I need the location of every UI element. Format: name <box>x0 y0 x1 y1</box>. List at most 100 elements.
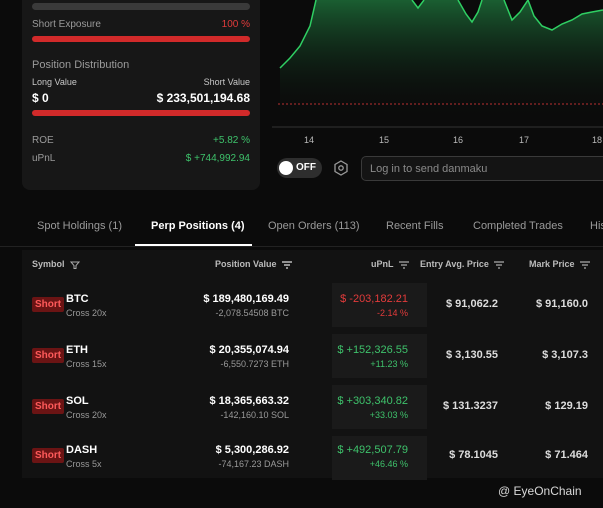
leverage: Cross 20x <box>66 410 107 420</box>
short-value: $ 233,501,194.68 <box>156 91 250 105</box>
side-badge: Short <box>32 399 64 414</box>
position-distribution-bar <box>32 110 250 116</box>
toggle-knob <box>279 161 293 175</box>
toggle-label: OFF <box>296 162 316 173</box>
upnl: $ -203,182.21 <box>340 293 408 305</box>
sort-icon[interactable] <box>282 261 293 269</box>
x-tick: 14 <box>304 135 314 145</box>
header-position-value[interactable]: Position Value <box>215 259 293 269</box>
header-upnl-label: uPnL <box>371 259 394 269</box>
upnl-percent: +11.23 % <box>370 359 408 369</box>
tab-completed-trades[interactable]: Completed Trades <box>473 220 563 232</box>
mark-price: $ 3,107.3 <box>542 349 588 361</box>
position-size: -142,160.10 SOL <box>220 410 289 420</box>
short-exposure-value: 100 % <box>221 19 250 30</box>
upnl-cell <box>332 436 427 480</box>
side-badge: Short <box>32 348 64 363</box>
symbol[interactable]: BTC <box>66 293 89 305</box>
position-distribution-label: Position Distribution <box>32 59 130 71</box>
filter-icon[interactable] <box>70 261 81 269</box>
side-badge: Short <box>32 448 64 463</box>
danmaku-placeholder: Log in to send danmaku <box>370 163 488 175</box>
table-row[interactable]: Short DASH Cross 5x $ 5,300,286.92 -74,1… <box>22 433 603 483</box>
upnl-percent: +33.03 % <box>369 410 408 420</box>
position-value: $ 20,355,074.94 <box>209 344 289 356</box>
table-row[interactable]: Short ETH Cross 15x $ 20,355,074.94 -6,5… <box>22 331 603 381</box>
mark-price: $ 91,160.0 <box>536 298 588 310</box>
mark-price: $ 71.464 <box>545 449 588 461</box>
pnl-area <box>280 0 603 120</box>
position-size: -74,167.23 DASH <box>218 459 289 469</box>
leverage: Cross 20x <box>66 308 107 318</box>
upnl: $ +152,326.55 <box>337 344 408 356</box>
pnl-line <box>279 0 603 69</box>
upnl-cell <box>332 334 427 378</box>
short-exposure-bar <box>32 36 250 42</box>
tab-spot-holdings[interactable]: Spot Holdings (1) <box>37 220 122 232</box>
symbol[interactable]: SOL <box>66 395 89 407</box>
positions-table: Symbol Position Value uPnL Entry Avg. Pr… <box>22 250 603 480</box>
position-value: $ 189,480,169.49 <box>203 293 289 305</box>
long-value-label: Long Value <box>32 77 77 87</box>
header-mark-price[interactable]: Mark Price <box>529 259 591 269</box>
danmaku-input[interactable]: Log in to send danmaku <box>361 156 603 181</box>
pnl-chart[interactable]: 14 15 16 17 18 <box>272 0 603 150</box>
position-size: -6,550.7273 ETH <box>220 359 289 369</box>
leverage: Cross 15x <box>66 359 107 369</box>
tab-recent-fills[interactable]: Recent Fills <box>386 220 444 232</box>
table-header: Symbol Position Value uPnL Entry Avg. Pr… <box>22 250 603 278</box>
entry-price: $ 3,130.55 <box>446 349 498 361</box>
tab-perp-positions[interactable]: Perp Positions (4) <box>151 220 245 232</box>
header-entry-price-label: Entry Avg. Price <box>420 259 489 269</box>
sort-icon[interactable] <box>494 261 505 269</box>
short-value-label: Short Value <box>203 77 250 87</box>
header-upnl[interactable]: uPnL <box>371 259 409 269</box>
upnl-value: $ +744,992.94 <box>185 153 250 164</box>
symbol[interactable]: DASH <box>66 444 98 456</box>
upnl-label: uPnL <box>32 153 56 164</box>
table-row[interactable]: Short SOL Cross 20x $ 18,365,663.32 -142… <box>22 382 603 432</box>
tab-open-orders[interactable]: Open Orders (113) <box>268 220 360 232</box>
upnl-percent: +46.46 % <box>369 459 408 469</box>
settings-icon[interactable] <box>333 160 349 176</box>
upnl-cell <box>332 385 427 429</box>
position-value: $ 5,300,286.92 <box>215 444 289 456</box>
entry-price: $ 131.3237 <box>442 400 498 412</box>
upnl: $ +303,340.82 <box>337 395 408 407</box>
long-exposure-bar <box>32 3 250 10</box>
watermark: @ EyeOnChain <box>498 484 582 498</box>
header-entry-price[interactable]: Entry Avg. Price <box>420 259 505 269</box>
header-symbol-label: Symbol <box>32 259 65 269</box>
tabs-divider <box>0 246 603 247</box>
leverage: Cross 5x <box>66 459 102 469</box>
tab-history[interactable]: His <box>590 220 603 232</box>
symbol[interactable]: ETH <box>66 344 88 356</box>
exposure-card: Short Exposure 100 % Position Distributi… <box>22 0 260 190</box>
active-tab-indicator <box>135 244 252 246</box>
header-position-value-label: Position Value <box>215 259 277 269</box>
upnl-percent: -2.14 % <box>376 308 408 318</box>
long-value: $ 0 <box>32 91 49 105</box>
roe-value: +5.82 % <box>213 135 250 146</box>
entry-price: $ 91,062.2 <box>446 298 498 310</box>
upnl: $ +492,507.79 <box>337 444 408 456</box>
sort-icon[interactable] <box>580 261 591 269</box>
x-tick: 18 <box>592 135 602 145</box>
roe-label: ROE <box>32 135 54 146</box>
header-mark-price-label: Mark Price <box>529 259 575 269</box>
short-exposure-label: Short Exposure <box>32 19 101 30</box>
table-row[interactable]: Short BTC Cross 20x $ 189,480,169.49 -2,… <box>22 280 603 330</box>
sort-icon[interactable] <box>398 261 409 269</box>
x-tick: 15 <box>379 135 389 145</box>
side-badge: Short <box>32 297 64 312</box>
entry-price: $ 78.1045 <box>449 449 498 461</box>
position-value: $ 18,365,663.32 <box>209 395 289 407</box>
mark-price: $ 129.19 <box>545 400 588 412</box>
upnl-cell <box>332 283 427 327</box>
position-size: -2,078.54508 BTC <box>215 308 289 318</box>
header-symbol[interactable]: Symbol <box>32 259 81 269</box>
x-tick: 16 <box>453 135 463 145</box>
danmaku-toggle[interactable]: OFF <box>277 158 322 178</box>
x-tick: 17 <box>519 135 529 145</box>
